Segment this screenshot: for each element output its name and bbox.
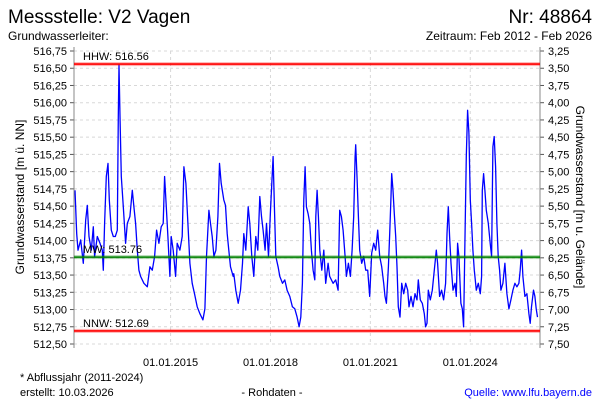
y-right-tick-label: 6,75	[548, 287, 569, 299]
y-right-tick-label: 6,50	[548, 270, 569, 282]
y-tick-label: 512,75	[33, 322, 67, 334]
y-right-tick-label: 3,75	[548, 80, 569, 92]
y-right-tick-label: 5,25	[548, 184, 569, 196]
y-right-tick-label: 4,25	[548, 115, 569, 127]
axes: 516,75 3,25 516,50 3,50 516,25 3,75 516,00 4,00…	[33, 46, 569, 369]
source-link[interactable]: Quelle: www.lfu.bayern.de	[464, 387, 592, 399]
y-right-tick-label: 6,00	[548, 236, 569, 248]
aquifer-label: Grundwasserleiter:	[8, 29, 109, 43]
footnote: * Abflussjahr (2011-2024)	[20, 372, 143, 384]
y-right-tick-label: 3,50	[548, 63, 569, 75]
x-tick-label: 01.01.2015	[143, 357, 198, 369]
x-tick-label: 01.01.2021	[343, 357, 398, 369]
y-right-tick-label: 5,75	[548, 218, 569, 230]
y-right-tick-label: 4,50	[548, 132, 569, 144]
x-tick-label: 01.01.2018	[243, 357, 298, 369]
y-right-tick-label: 4,75	[548, 149, 569, 161]
y-tick-label: 515,25	[33, 149, 67, 161]
y-tick-label: 515,75	[33, 115, 67, 127]
y-right-tick-label: 7,25	[548, 322, 569, 334]
y-right-tick-label: 5,00	[548, 167, 569, 179]
y-tick-label: 514,00	[33, 236, 67, 248]
y-axis-label: Grundwasserstand [m ü. NN]	[13, 120, 27, 275]
reference-lines: HHW: 516.56 MW: 513.76 NNW: 512.69	[74, 51, 540, 333]
y-tick-label: 512,50	[33, 339, 67, 351]
y-tick-label: 516,50	[33, 63, 67, 75]
y-tick-label: 516,25	[33, 80, 67, 92]
y-right-tick-label: 7,00	[548, 305, 569, 317]
y-tick-label: 514,50	[33, 201, 67, 213]
y-right-tick-label: 5,50	[548, 201, 569, 213]
y-tick-label: 514,25	[33, 218, 67, 230]
y-tick-label: 516,00	[33, 98, 67, 110]
y-tick-label: 515,50	[33, 132, 67, 144]
y-tick-label: 513,00	[33, 305, 67, 317]
y-right-tick-label: 3,25	[548, 46, 569, 58]
series-layer	[74, 64, 539, 328]
reference-line-label: HHW: 516.56	[83, 51, 149, 63]
station-title: Messstelle: V2 Vagen	[8, 7, 190, 28]
y-tick-label: 513,75	[33, 253, 67, 265]
rawdata-label: - Rohdaten -	[241, 387, 302, 399]
y-tick-label: 515,00	[33, 167, 67, 179]
y-right-tick-label: 6,25	[548, 253, 569, 265]
reference-line-label: MW: 513.76	[83, 244, 142, 256]
y-tick-label: 513,50	[33, 270, 67, 282]
y-tick-label: 513,25	[33, 287, 67, 299]
y-axis-right-label: Grundwasserstand [m u. Gelände]	[573, 106, 587, 289]
y-right-tick-label: 4,00	[548, 98, 569, 110]
y-right-tick-label: 7,50	[548, 339, 569, 351]
reference-line-label: NNW: 512.69	[83, 318, 149, 330]
y-tick-label: 514,75	[33, 184, 67, 196]
created-date: erstellt: 10.03.2026	[20, 387, 114, 399]
series-line	[74, 64, 539, 328]
y-tick-label: 516,75	[33, 46, 67, 58]
station-number: Nr: 48864	[509, 7, 593, 28]
x-tick-label: 01.01.2024	[443, 357, 498, 369]
period-label: Zeitraum: Feb 2012 - Feb 2026	[426, 29, 592, 43]
